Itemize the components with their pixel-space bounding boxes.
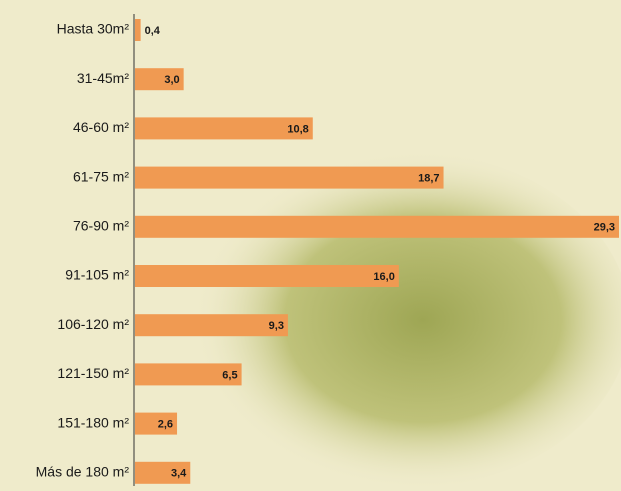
bar	[135, 265, 399, 287]
data-label: 2,6	[158, 419, 173, 431]
y-tick-label: 121-150 m²	[57, 365, 129, 381]
y-tick-label: 151-180 m²	[57, 414, 129, 430]
bar	[135, 117, 313, 139]
y-tick-label: 46-60 m²	[73, 119, 129, 135]
y-tick-label: 76-90 m²	[73, 218, 129, 234]
page: {"chart_data": {"type": "bar", "orientat…	[0, 0, 621, 491]
y-tick-label: 91-105 m²	[65, 267, 129, 283]
y-tick-label: Hasta 30m²	[57, 21, 130, 37]
data-label: 9,3	[269, 320, 284, 332]
data-label: 3,0	[164, 74, 179, 86]
y-tick-label: 61-75 m²	[73, 168, 129, 184]
data-label: 16,0	[373, 271, 394, 283]
y-tick-label: Más de 180 m²	[36, 464, 130, 480]
bar	[135, 216, 619, 238]
chart: Hasta 30m² 0,4 31-45m² 3,0 46-60 m² 10,8 61-75…	[0, 0, 621, 491]
bar	[135, 19, 141, 41]
y-tick-label: 106-120 m²	[57, 316, 129, 332]
y-tick-label: 31-45m²	[77, 70, 129, 86]
bar	[135, 167, 444, 189]
data-label: 6,5	[222, 369, 237, 381]
data-label: 29,3	[594, 222, 615, 234]
data-label: 3,4	[171, 468, 187, 480]
data-label: 0,4	[145, 25, 161, 37]
bar	[135, 314, 288, 336]
data-label: 10,8	[287, 123, 308, 135]
data-label: 18,7	[418, 173, 439, 185]
